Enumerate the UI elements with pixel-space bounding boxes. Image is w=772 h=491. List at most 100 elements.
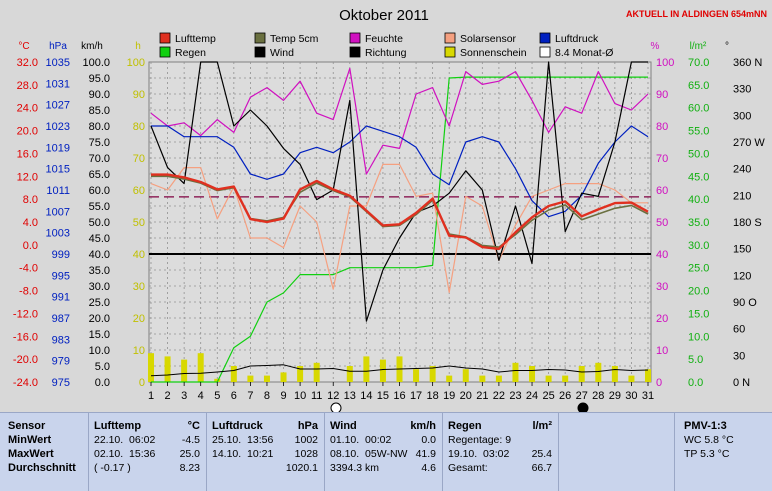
legend-label-wind: Wind: [270, 47, 294, 59]
tick-label: 50.0: [89, 217, 110, 229]
unit-header: h: [135, 41, 141, 52]
legend-label-feuchte: Feuchte: [365, 33, 403, 45]
min-label: MinWert: [8, 434, 52, 446]
sunshine-bar-day-11: [313, 362, 320, 382]
tick-label: 4.0: [23, 217, 38, 229]
legend-swatch-solar: [444, 32, 456, 44]
tick-label: 12.0: [17, 171, 38, 183]
tick-label: 20: [133, 313, 145, 325]
tick-label: 10: [656, 345, 668, 357]
sunshine-bar-day-13: [346, 366, 353, 382]
legend-label-sonne: Sonnenschein: [460, 47, 527, 59]
x-tick-label: 18: [427, 390, 439, 402]
tick-label: 20.0: [688, 286, 709, 298]
tick-label: 1031: [46, 78, 70, 90]
lufttemp-unit: °C: [187, 420, 200, 432]
sunshine-bar-day-7: [247, 375, 254, 382]
tick-label: 999: [52, 249, 70, 261]
x-tick-label: 3: [181, 390, 187, 402]
sunshine-bar-day-9: [280, 372, 287, 382]
series-line-richtung: [150, 364, 649, 377]
tick-label: 1023: [46, 121, 70, 133]
tick-label: 40: [133, 249, 145, 261]
tick-label: 65.0: [89, 169, 110, 181]
tick-label: 300: [733, 110, 751, 122]
tick-label: 987: [52, 313, 70, 325]
legend: Lufttemp Temp 5cm Feuchte Solarsensor Luftdr…: [159, 32, 613, 59]
tick-label: 1035: [46, 57, 70, 69]
tick-label: 60: [133, 185, 145, 197]
tick-label: 0.0: [23, 240, 38, 252]
unit-header: °: [725, 41, 729, 52]
legend-label-monat: 8.4 Monat-Ø: [555, 47, 613, 59]
sunshine-bar-day-17: [413, 369, 420, 382]
legend-swatch-feuchte: [349, 32, 361, 44]
tick-label: -12.0: [13, 308, 38, 320]
tick-label: 100.0: [82, 57, 110, 69]
tick-label: 5.0: [95, 361, 110, 373]
unit-header: hPa: [49, 41, 67, 52]
tick-label: 32.0: [17, 57, 38, 69]
tick-label: 20.0: [89, 313, 110, 325]
chart-title: Oktober 2011: [339, 7, 429, 24]
tick-label: 45.0: [688, 171, 709, 183]
x-tick-label: 31: [642, 390, 654, 402]
tick-label: 983: [52, 334, 70, 346]
unit-header: km/h: [81, 41, 103, 52]
tick-label: 70: [656, 153, 668, 165]
tick-label: 80.0: [89, 121, 110, 133]
tick-label: -8.0: [19, 286, 38, 298]
tick-label: 330: [733, 84, 751, 96]
x-tick-label: 13: [344, 390, 356, 402]
sunshine-bar-day-31: [645, 369, 651, 382]
x-tick-label: 28: [592, 390, 604, 402]
tick-label: 60.0: [688, 103, 709, 115]
tick-label: 15.0: [89, 329, 110, 341]
legend-label-luftdruck: Luftdruck: [555, 33, 599, 45]
x-tick-label: 16: [393, 390, 405, 402]
avg-label: Durchschnitt: [8, 462, 76, 474]
x-tick-label: 14: [360, 390, 372, 402]
tick-label: 70.0: [89, 153, 110, 165]
sunshine-bar-day-10: [297, 366, 304, 382]
sunshine-bar-day-18: [429, 366, 436, 382]
tick-label: -24.0: [13, 377, 38, 389]
tick-label: 10.0: [89, 345, 110, 357]
series-line-wind: [150, 61, 648, 322]
tick-label: 55.0: [89, 201, 110, 213]
x-tick-label: 10: [294, 390, 306, 402]
tick-label: 0.0: [95, 377, 110, 389]
sensor-header: Sensor: [8, 420, 46, 432]
full-moon-icon: [330, 402, 342, 412]
tick-label: 1019: [46, 142, 70, 154]
grid: [149, 62, 651, 382]
sunshine-bar-day-20: [462, 369, 469, 382]
luftdruck-column: Luftdruck hPa 25.10. 13:56 1002 14.10. 10:…: [212, 420, 318, 474]
legend-swatch-regen: [159, 46, 171, 58]
taupunkt-value: TP 5.3 °C: [684, 448, 730, 460]
tick-label: 995: [52, 270, 70, 282]
tick-label: 1011: [46, 185, 70, 197]
lufttemp-header: Lufttemp: [94, 420, 142, 432]
wind-unit: km/h: [410, 420, 436, 432]
luftdruck-unit: hPa: [297, 420, 318, 432]
x-tick-label: 5: [214, 390, 220, 402]
tick-label: 40.0: [89, 249, 110, 261]
tick-label: 0 N: [733, 377, 750, 389]
x-tick-label: 29: [609, 390, 621, 402]
weather-chart: Oktober 2011 AKTUELL IN ALDINGEN 654mNN …: [13, 7, 767, 412]
x-tick-label: 19: [443, 390, 455, 402]
legend-label-regen: Regen: [175, 47, 206, 59]
sunshine-bar-day-29: [611, 366, 618, 382]
tick-label: -20.0: [13, 354, 38, 366]
tick-label: 25.0: [688, 263, 709, 275]
sensor-column: Sensor MinWert MaxWert Durchschnitt: [8, 419, 88, 475]
unit-header: °C: [18, 41, 29, 52]
tick-label: 30.0: [688, 240, 709, 252]
tick-label: 25.0: [89, 297, 110, 309]
tick-label: 35.0: [688, 217, 709, 229]
tick-label: 30: [733, 350, 745, 362]
regen-header: Regen: [448, 420, 482, 432]
axis-ticks: 32.0 28.0 24.0 20.0 16.0 12.0 8.0 4.0 0.0 -4.0 -8.…: [13, 57, 765, 389]
tick-label: 180 S: [733, 217, 762, 229]
